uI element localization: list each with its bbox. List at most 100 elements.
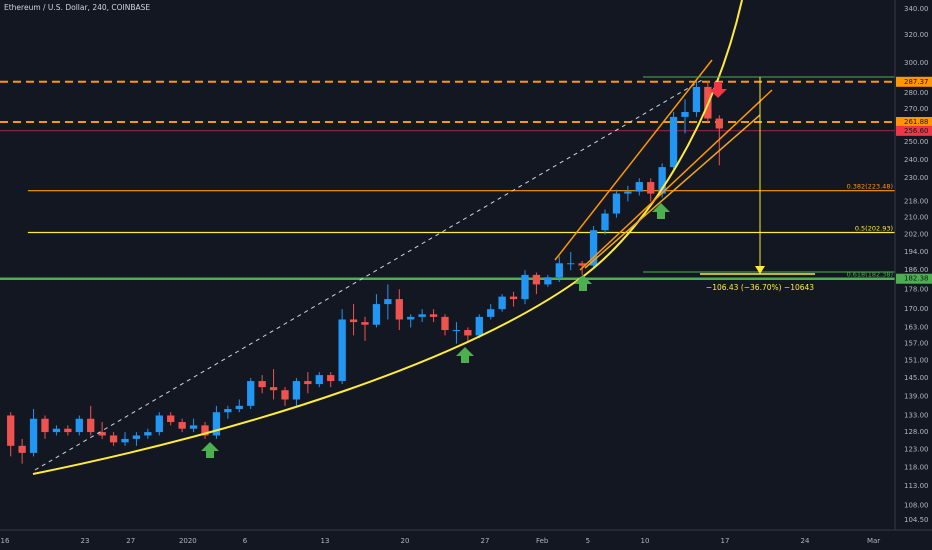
candle-body bbox=[315, 375, 323, 385]
y-tick-label: 270.00 bbox=[904, 105, 929, 113]
y-tick-label: 123.00 bbox=[904, 445, 929, 453]
channel-line bbox=[584, 114, 761, 269]
candle-body bbox=[18, 445, 26, 453]
y-tick-label: 128.00 bbox=[904, 428, 929, 436]
candle-body bbox=[7, 415, 15, 446]
candle-body bbox=[269, 387, 278, 391]
y-tick-label: 218.00 bbox=[904, 197, 929, 205]
up-arrow bbox=[652, 203, 670, 219]
y-tick-label: 178.00 bbox=[904, 285, 929, 293]
candle-body bbox=[532, 274, 541, 285]
price-label-box bbox=[896, 76, 932, 87]
candle-body bbox=[395, 299, 403, 320]
x-tick-label: 16 bbox=[1, 537, 10, 545]
x-tick-label: 24 bbox=[801, 537, 810, 545]
x-tick-label: 10 bbox=[641, 537, 650, 545]
candle-body bbox=[372, 304, 381, 325]
candle-body bbox=[429, 314, 438, 317]
candle-body bbox=[589, 230, 598, 266]
y-tick-label: 145.00 bbox=[904, 374, 929, 382]
candle-body bbox=[29, 418, 38, 453]
candle-body bbox=[98, 432, 106, 436]
y-tick-label: 186.00 bbox=[904, 266, 929, 274]
dashed-trendline bbox=[34, 79, 703, 471]
y-tick-label: 210.00 bbox=[904, 214, 929, 222]
price-label-box bbox=[896, 117, 932, 128]
candle-body bbox=[418, 314, 426, 317]
candle-body bbox=[487, 309, 495, 317]
candle-body bbox=[109, 435, 118, 443]
x-tick-label: 6 bbox=[243, 537, 248, 545]
candle-body bbox=[327, 375, 335, 382]
candle-body bbox=[87, 418, 95, 433]
candles bbox=[7, 79, 723, 464]
candle-body bbox=[544, 277, 552, 285]
y-tick-label: 113.00 bbox=[904, 482, 929, 490]
up-arrow bbox=[574, 275, 592, 291]
candle-body bbox=[201, 425, 209, 436]
x-tick-label: 13 bbox=[321, 537, 330, 545]
candle-body bbox=[624, 191, 632, 194]
candle-body bbox=[189, 425, 198, 429]
candle-body bbox=[578, 263, 586, 266]
candle-body bbox=[338, 319, 346, 382]
candle-body bbox=[64, 428, 72, 433]
candle-body bbox=[144, 432, 152, 436]
candle-body bbox=[601, 213, 609, 231]
level-label: 0.382(223.48) bbox=[847, 183, 893, 191]
candle-body bbox=[212, 412, 221, 436]
candle-body bbox=[121, 438, 129, 443]
y-tick-label: 118.00 bbox=[904, 463, 929, 471]
measure-arrowhead bbox=[755, 266, 765, 274]
price-label: 182.38 bbox=[904, 275, 929, 283]
axis-labels: 340.00320.00300.00280.00270.00250.00240.… bbox=[1, 5, 932, 545]
candle-body bbox=[692, 86, 701, 113]
price-label: 287.37 bbox=[904, 78, 929, 86]
candle-body bbox=[52, 428, 61, 433]
candle-body bbox=[612, 193, 621, 214]
candle-body bbox=[258, 381, 266, 388]
x-tick-label: 27 bbox=[481, 537, 490, 545]
chart-title: Ethereum / U.S. Dollar, 240, COINBASE bbox=[4, 3, 150, 12]
candle-body bbox=[681, 112, 689, 117]
candle-body bbox=[715, 118, 723, 129]
y-tick-label: 139.00 bbox=[904, 392, 929, 400]
y-tick-label: 133.00 bbox=[904, 411, 929, 419]
x-tick-label: Feb bbox=[536, 537, 549, 545]
parabolic-curve bbox=[32, 0, 743, 475]
candle-body bbox=[167, 415, 175, 423]
candle-body bbox=[521, 274, 529, 300]
up-arrow bbox=[456, 347, 474, 363]
y-tick-label: 151.00 bbox=[904, 357, 929, 365]
candle-body bbox=[407, 316, 415, 320]
x-tick-label: 27 bbox=[126, 537, 135, 545]
candle-body bbox=[567, 263, 575, 265]
y-tick-label: 250.00 bbox=[904, 138, 929, 146]
candle-body bbox=[132, 435, 141, 439]
price-label: 256.60 bbox=[904, 127, 929, 135]
candle-body bbox=[555, 263, 563, 278]
level-label: 0.5(202.93) bbox=[855, 224, 893, 232]
x-tick-label: 23 bbox=[81, 537, 90, 545]
y-tick-label: 230.00 bbox=[904, 174, 929, 182]
x-tick-label: Mar bbox=[867, 537, 880, 545]
candle-body bbox=[155, 415, 163, 433]
y-tick-label: 320.00 bbox=[904, 31, 929, 39]
x-tick-label: 2020 bbox=[179, 537, 197, 545]
level-label: 0.618(182.38) bbox=[847, 271, 893, 279]
x-tick-label: 17 bbox=[721, 537, 730, 545]
candle-body bbox=[441, 316, 449, 331]
y-tick-label: 157.00 bbox=[904, 340, 929, 348]
time-axis bbox=[0, 530, 932, 550]
candle-body bbox=[658, 167, 666, 194]
candle-body bbox=[669, 116, 678, 168]
y-tick-label: 194.00 bbox=[904, 248, 929, 256]
y-tick-label: 104.50 bbox=[904, 516, 929, 524]
drawings: −106.43 (−36.70%) −10643 bbox=[32, 0, 895, 475]
candle-body bbox=[464, 330, 472, 336]
candle-body bbox=[224, 409, 232, 413]
measure-label: −106.43 (−36.70%) −10643 bbox=[706, 283, 814, 292]
down-arrow bbox=[709, 82, 727, 98]
